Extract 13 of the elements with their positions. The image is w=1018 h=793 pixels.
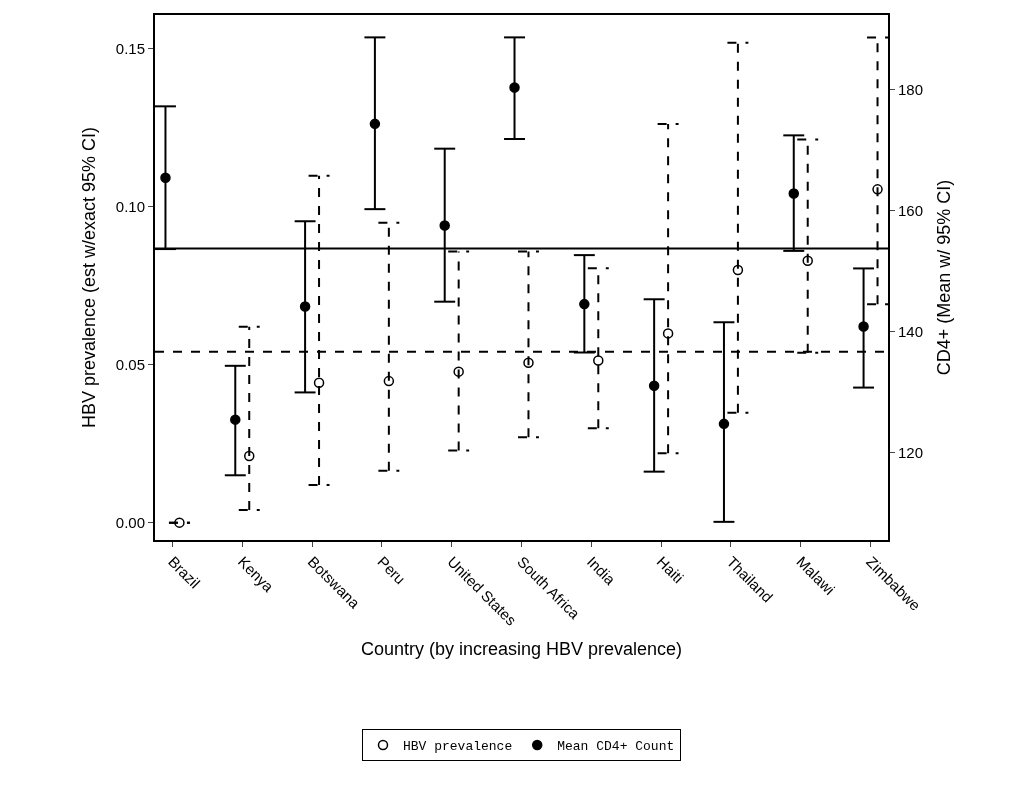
y-tick-label: 0.05	[115, 355, 145, 373]
y2-tick-label: 140	[898, 322, 924, 340]
x-axis-title: Country (by increasing HBV prevalence)	[360, 639, 683, 660]
y2-tick-label: 120	[898, 443, 924, 461]
legend-label: HBV prevalence	[403, 739, 513, 755]
y2-axis-title: CD4+ (Mean w/ 95% CI)	[933, 179, 954, 376]
y-tick-label: 0.10	[115, 197, 145, 215]
y2-tick-label: 160	[898, 201, 924, 219]
y-axis-title: HBV prevalence (est w/exact 95% CI)	[79, 126, 100, 429]
y2-tick-label: 180	[898, 80, 924, 98]
legend-label: Mean CD4+ Count	[557, 739, 675, 755]
y-tick-label: 0.15	[115, 40, 145, 58]
y-tick-label: 0.00	[115, 513, 145, 531]
